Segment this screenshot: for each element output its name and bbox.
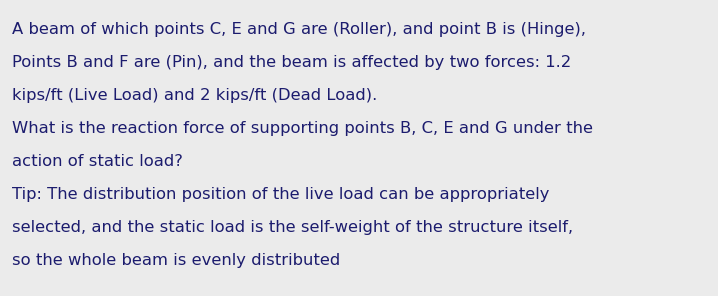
Text: What is the reaction force of supporting points B, C, E and G under the: What is the reaction force of supporting… bbox=[12, 121, 593, 136]
Text: Tip: The distribution position of the live load can be appropriately: Tip: The distribution position of the li… bbox=[12, 187, 549, 202]
Text: so the whole beam is evenly distributed: so the whole beam is evenly distributed bbox=[12, 253, 340, 268]
Text: action of static load?: action of static load? bbox=[12, 154, 183, 169]
Text: A beam of which points C, E and G are (Roller), and point B is (Hinge),: A beam of which points C, E and G are (R… bbox=[12, 22, 586, 37]
Text: selected, and the static load is the self-weight of the structure itself,: selected, and the static load is the sel… bbox=[12, 220, 573, 235]
Text: Points B and F are (Pin), and the beam is affected by two forces: 1.2: Points B and F are (Pin), and the beam i… bbox=[12, 55, 572, 70]
Text: kips/ft (Live Load) and 2 kips/ft (Dead Load).: kips/ft (Live Load) and 2 kips/ft (Dead … bbox=[12, 88, 377, 103]
